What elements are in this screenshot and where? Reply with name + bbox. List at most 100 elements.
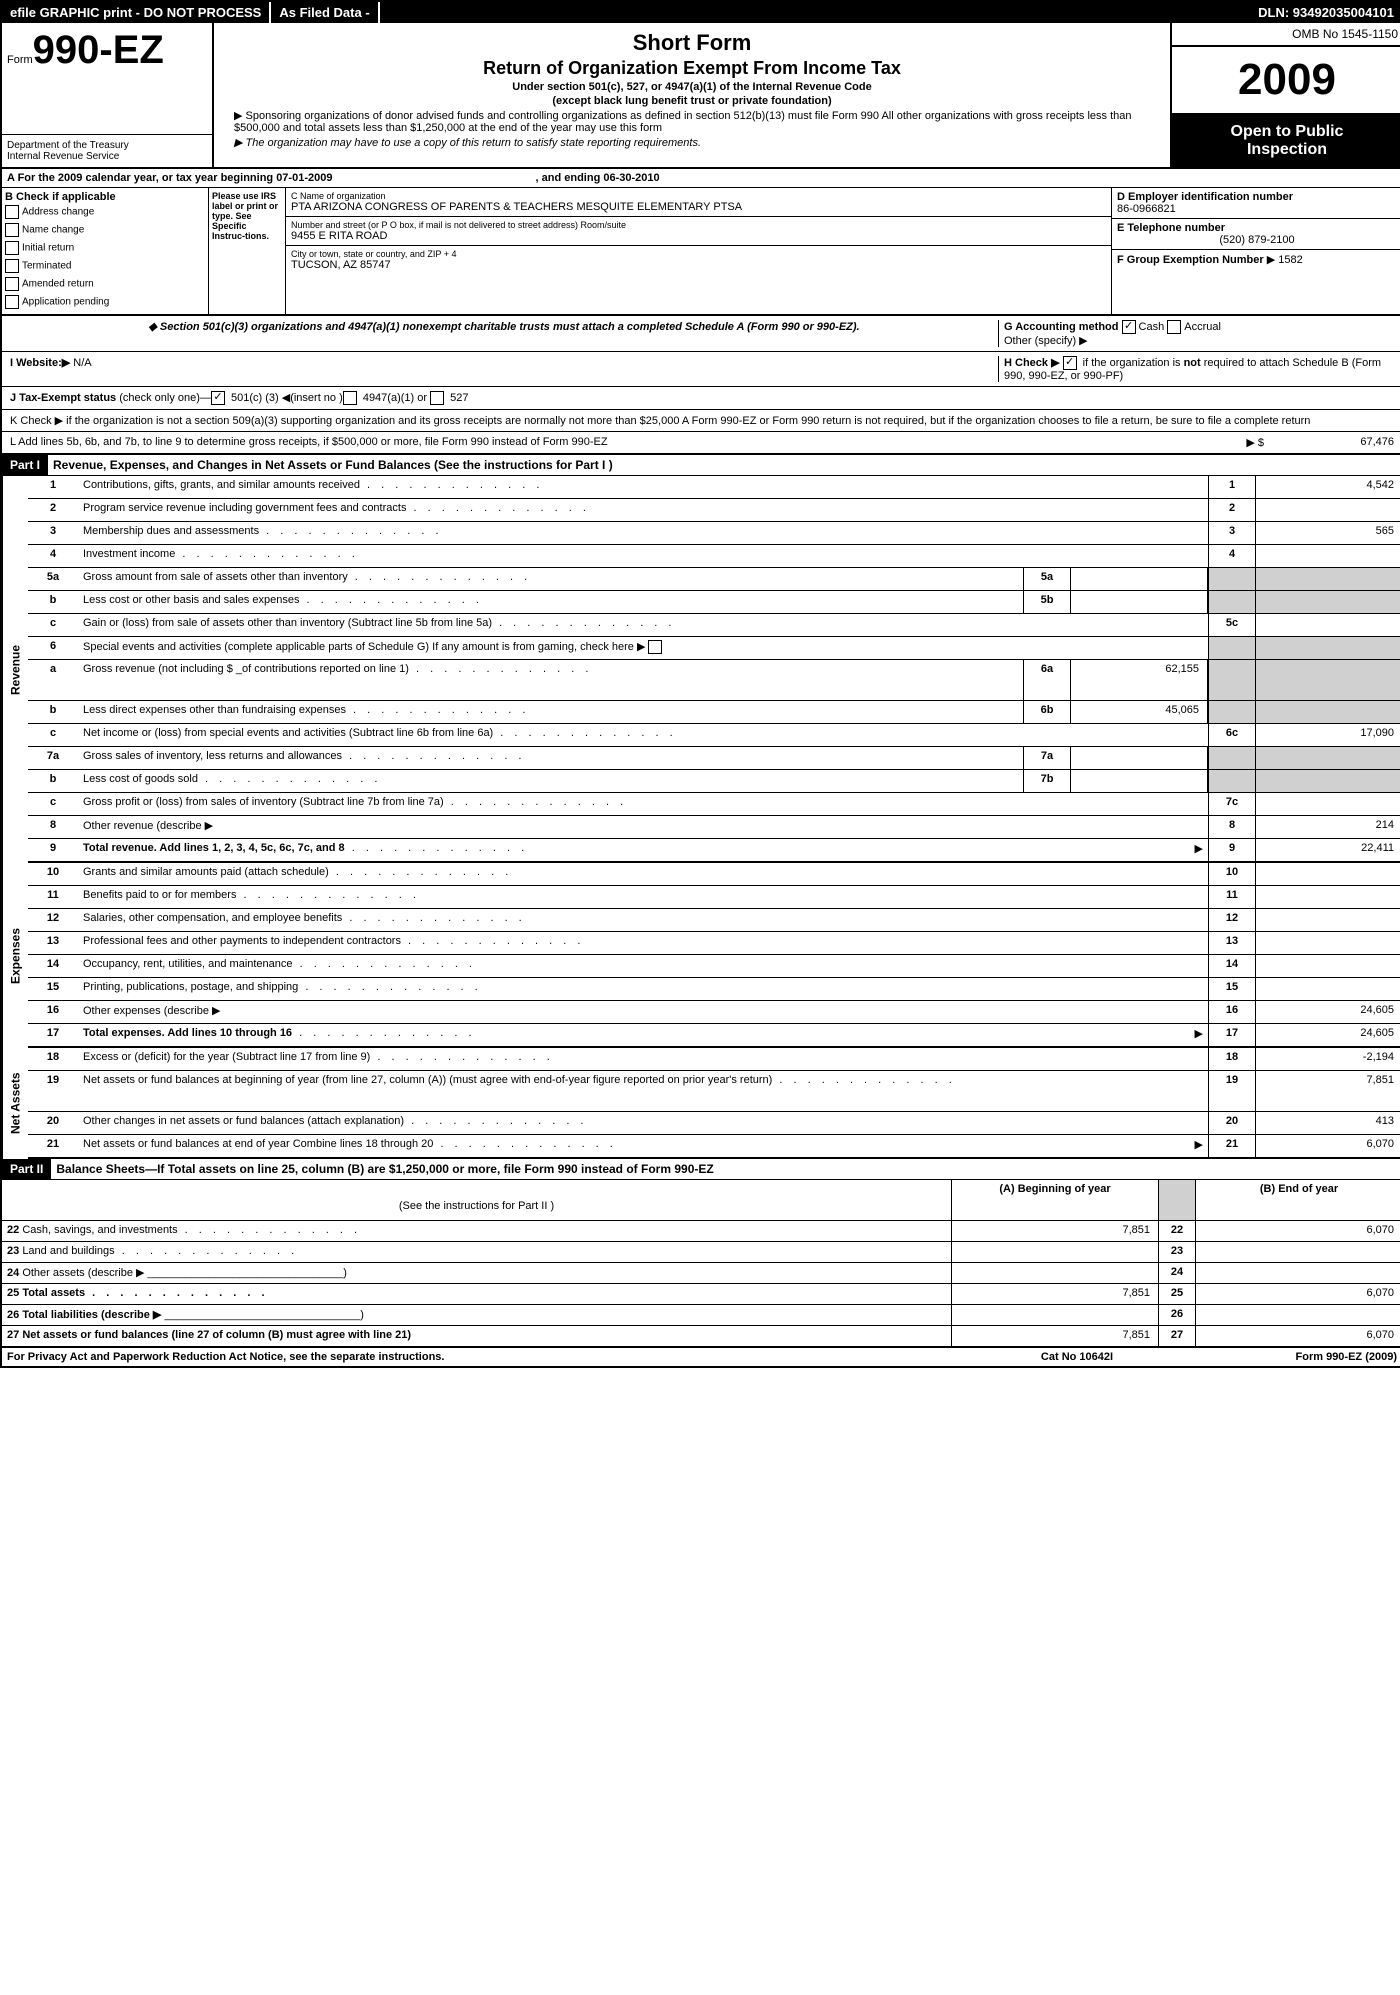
group-value: 1582 — [1278, 254, 1302, 266]
inspection-box: Open to Public Inspection — [1172, 115, 1400, 167]
line-18: 18 Excess or (deficit) for the year (Sub… — [28, 1048, 1400, 1071]
section-l: L Add lines 5b, 6b, and 7b, to line 9 to… — [2, 432, 1400, 455]
group-label: F Group Exemption Number — [1117, 254, 1264, 266]
balance-24: 24 Other assets (describe ▶ ____________… — [2, 1263, 1400, 1284]
info-section: B Check if applicable Address change Nam… — [2, 188, 1400, 316]
line-5c: c Gain or (loss) from sale of assets oth… — [28, 614, 1400, 637]
expenses-section: Expenses 10 Grants and similar amounts p… — [2, 863, 1400, 1048]
cb-amended[interactable]: Amended return — [5, 275, 205, 293]
section-b: B Check if applicable Address change Nam… — [2, 188, 209, 314]
section-j: J Tax-Exempt status (check only one)— 50… — [2, 387, 1400, 410]
line-9: 9 Total revenue. Add lines 1, 2, 3, 4, 5… — [28, 839, 1400, 863]
subtitle-1: Under section 501(c), 527, or 4947(a)(1)… — [512, 81, 871, 93]
efile-label: efile GRAPHIC print - DO NOT PROCESS — [2, 2, 271, 23]
form-prefix: Form — [7, 54, 33, 66]
col-a-header: (A) Beginning of year — [951, 1180, 1158, 1220]
line-1: 1 Contributions, gifts, grants, and simi… — [28, 476, 1400, 499]
balance-22: 22 Cash, savings, and investments 7,851 … — [2, 1221, 1400, 1242]
cb-gaming[interactable] — [648, 640, 662, 654]
balance-27: 27 Net assets or fund balances (line 27 … — [2, 1326, 1400, 1348]
line-6b: b Less direct expenses other than fundra… — [28, 701, 1400, 724]
revenue-label: Revenue — [2, 476, 28, 863]
part2-instructions: (See the instructions for Part II ) — [2, 1180, 951, 1220]
checkbox-icon[interactable] — [5, 205, 19, 219]
line-2: 2 Program service revenue including gove… — [28, 499, 1400, 522]
section-g: G Accounting method Cash Accrual Other (… — [998, 320, 1394, 347]
sponsor-text-1: ▶ Sponsoring organizations of donor advi… — [234, 109, 1150, 134]
phone-label: E Telephone number — [1117, 222, 1225, 234]
street-address: 9455 E RITA ROAD — [291, 230, 1106, 242]
org-name: PTA ARIZONA CONGRESS OF PARENTS & TEACHE… — [291, 201, 1106, 213]
col-b-header: (B) End of year — [1196, 1180, 1400, 1220]
h-text1: if the organization is — [1083, 357, 1181, 369]
cb-cash[interactable] — [1122, 320, 1136, 334]
line-20: 20 Other changes in net assets or fund b… — [28, 1112, 1400, 1135]
street-label: Number and street (or P O box, if mail i… — [291, 220, 1106, 230]
line-6a: a Gross revenue (not including $ _of con… — [28, 660, 1400, 701]
cb-pending[interactable]: Application pending — [5, 293, 205, 311]
netassets-label: Net Assets — [2, 1048, 28, 1159]
please-use-label: Please use IRS label or print or type. S… — [209, 188, 286, 314]
accounting-label: G Accounting method — [1004, 321, 1118, 333]
expenses-label: Expenses — [2, 863, 28, 1048]
short-form-title: Short Form — [234, 30, 1150, 56]
part1-header: Part I Revenue, Expenses, and Changes in… — [2, 455, 1400, 476]
section-c: C Name of organization PTA ARIZONA CONGR… — [286, 188, 1112, 314]
balance-23: 23 Land and buildings 23 — [2, 1242, 1400, 1263]
line-19: 19 Net assets or fund balances at beginn… — [28, 1071, 1400, 1112]
checkbox-icon[interactable] — [5, 277, 19, 291]
section-l-text: L Add lines 5b, 6b, and 7b, to line 9 to… — [10, 436, 1204, 449]
asfiled-label: As Filed Data - — [271, 2, 379, 23]
form-ref: Form 990-EZ (2009) — [1177, 1351, 1397, 1363]
section-b-header: B Check if applicable — [5, 191, 116, 203]
section-l-arrow: ▶ $ — [1204, 436, 1264, 449]
line-6c: c Net income or (loss) from special even… — [28, 724, 1400, 747]
netassets-section: Net Assets 18 Excess or (deficit) for th… — [2, 1048, 1400, 1159]
footer: For Privacy Act and Paperwork Reduction … — [2, 1348, 1400, 1366]
city-state-zip: TUCSON, AZ 85747 — [291, 259, 1106, 271]
section-def: D Employer identification number 86-0966… — [1112, 188, 1400, 314]
section-501c3: ◆ Section 501(c)(3) organizations and 49… — [10, 320, 998, 347]
city-cell: City or town, state or country, and ZIP … — [286, 246, 1111, 274]
line-15: 15 Printing, publications, postage, and … — [28, 978, 1400, 1001]
cb-527[interactable] — [430, 391, 444, 405]
ein-label: D Employer identification number — [1117, 191, 1293, 203]
cb-501c[interactable] — [211, 391, 225, 405]
revenue-section: Revenue 1 Contributions, gifts, grants, … — [2, 476, 1400, 863]
part1-label: Part I — [2, 455, 48, 475]
part2-label: Part II — [2, 1159, 51, 1179]
cb-accrual[interactable] — [1167, 320, 1181, 334]
line-13: 13 Professional fees and other payments … — [28, 932, 1400, 955]
section-501c3-g: ◆ Section 501(c)(3) organizations and 49… — [2, 316, 1400, 352]
part2-header: Part II Balance Sheets—If Total assets o… — [2, 1159, 1400, 1180]
checkbox-icon[interactable] — [5, 295, 19, 309]
year-box: 2009 — [1172, 47, 1400, 115]
checkbox-icon[interactable] — [5, 223, 19, 237]
cb-address-change[interactable]: Address change — [5, 203, 205, 221]
accounting-other: Other (specify) ▶ — [1004, 335, 1088, 347]
checkbox-icon[interactable] — [5, 241, 19, 255]
subtitle-2: (except black lung benefit trust or priv… — [552, 95, 831, 107]
ein-cell: D Employer identification number 86-0966… — [1112, 188, 1400, 219]
dln-label: DLN: 93492035004101 — [1250, 2, 1400, 23]
line-12: 12 Salaries, other compensation, and emp… — [28, 909, 1400, 932]
group-exemption-cell: F Group Exemption Number ▶ 1582 — [1112, 250, 1400, 269]
line-17: 17 Total expenses. Add lines 10 through … — [28, 1024, 1400, 1048]
line-5b: b Less cost or other basis and sales exp… — [28, 591, 1400, 614]
part2-title: Balance Sheets—If Total assets on line 2… — [51, 1159, 1400, 1179]
cb-name-change[interactable]: Name change — [5, 221, 205, 239]
phone-cell: E Telephone number (520) 879-2100 — [1112, 219, 1400, 250]
section-a-ending: , and ending 06-30-2010 — [536, 172, 660, 184]
h-text2: not — [1184, 357, 1201, 369]
cb-terminated[interactable]: Terminated — [5, 257, 205, 275]
section-a-label: A For the 2009 calendar year, or tax yea… — [7, 172, 332, 184]
form-number: 990-EZ — [33, 28, 164, 72]
line-3: 3 Membership dues and assessments 3 565 — [28, 522, 1400, 545]
cb-4947[interactable] — [343, 391, 357, 405]
checkbox-icon[interactable] — [5, 259, 19, 273]
balance-25: 25 Total assets 7,851 25 6,070 — [2, 1284, 1400, 1305]
cb-sched-b[interactable] — [1063, 356, 1077, 370]
street-cell: Number and street (or P O box, if mail i… — [286, 217, 1111, 246]
cb-initial-return[interactable]: Initial return — [5, 239, 205, 257]
section-k: K Check ▶ if the organization is not a s… — [2, 410, 1400, 432]
